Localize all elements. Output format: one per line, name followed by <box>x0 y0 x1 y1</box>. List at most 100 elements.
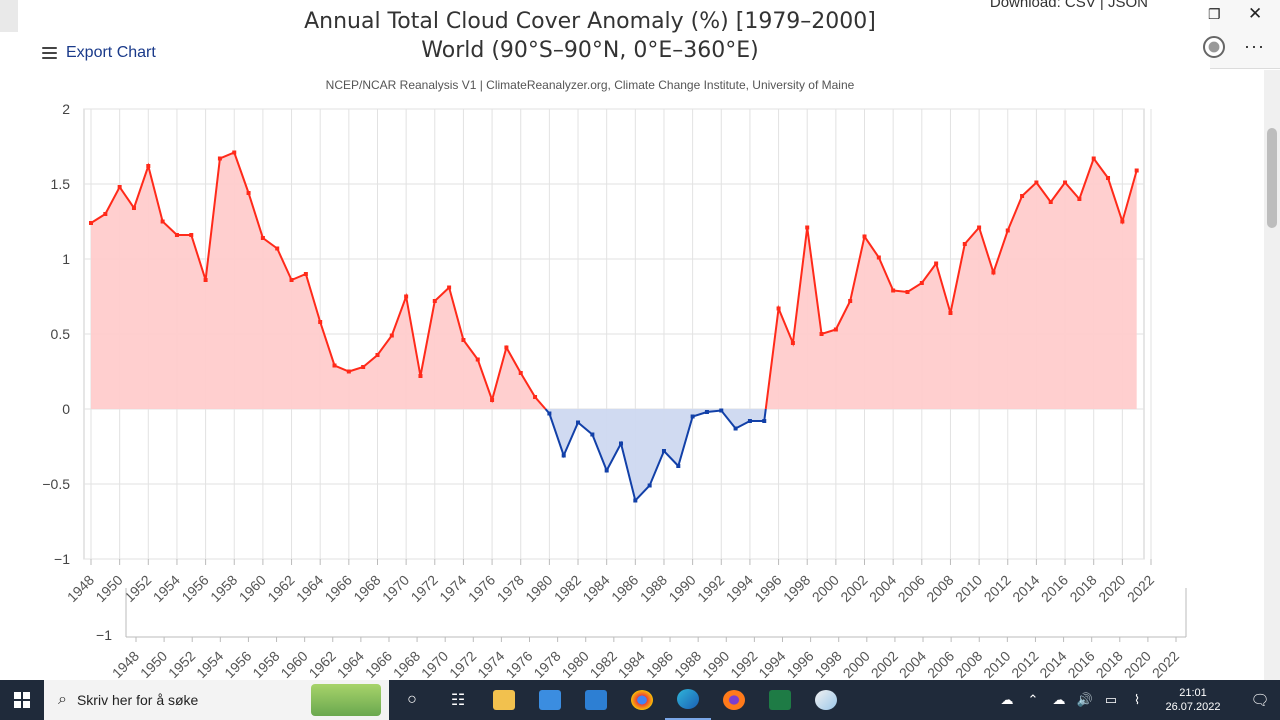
restore-icon[interactable]: ❐ <box>1208 6 1221 22</box>
more-menu-icon[interactable]: ··· <box>1244 36 1265 56</box>
lower-x-tick-label: 1976 <box>502 648 535 680</box>
x-tick-label: 1958 <box>207 572 240 605</box>
lower-x-tick-label: 2004 <box>896 648 929 680</box>
data-point <box>948 311 953 315</box>
data-point <box>131 206 136 210</box>
data-point <box>174 233 179 237</box>
data-point <box>475 357 480 362</box>
lower-x-tick-label: 1960 <box>277 648 310 680</box>
clock[interactable]: 21:01 26.07.2022 <box>1158 686 1228 714</box>
store-icon[interactable] <box>527 680 573 720</box>
data-point <box>762 419 767 423</box>
data-point <box>1020 194 1025 198</box>
data-point <box>1077 197 1082 201</box>
firefox-icon[interactable] <box>711 680 757 720</box>
menu-icon <box>42 47 57 59</box>
lower-x-tick-label: 2020 <box>1121 648 1154 680</box>
lower-x-tick-label: 2014 <box>1036 648 1069 680</box>
data-point <box>217 156 222 161</box>
data-point <box>432 299 437 303</box>
x-tick-label: 1964 <box>293 572 326 605</box>
task-view-icon[interactable]: ○ <box>407 691 417 708</box>
lower-x-tick-label: 1958 <box>249 648 282 680</box>
data-point <box>919 281 924 285</box>
chart-subtitle: NCEP/NCAR Reanalysis V1 | ClimateReanaly… <box>325 78 855 92</box>
x-tick-label: 2012 <box>981 572 1014 605</box>
paint-icon[interactable] <box>803 680 849 720</box>
weather-icon[interactable]: ☁ <box>1000 692 1014 707</box>
lower-x-tick-label: 2010 <box>980 648 1013 680</box>
battery-icon[interactable]: ▭ <box>1104 692 1118 707</box>
widgets-icon[interactable]: ☷ <box>450 692 466 709</box>
x-tick-label: 1988 <box>637 572 670 605</box>
data-point <box>848 299 853 303</box>
mail-icon[interactable] <box>573 680 619 720</box>
data-point <box>533 395 538 399</box>
taskbar-search[interactable]: ⌕ Skriv her for å søke <box>44 680 389 720</box>
data-point <box>246 191 251 195</box>
data-point <box>1063 180 1068 185</box>
x-tick-label: 1968 <box>350 572 383 605</box>
data-point <box>590 432 595 437</box>
profile-icon[interactable] <box>1203 36 1225 58</box>
data-point <box>776 306 781 311</box>
lower-x-tick-label: 1998 <box>811 648 844 680</box>
x-tick-label: 2008 <box>923 572 956 605</box>
data-point <box>1005 228 1010 233</box>
lower-x-tick-label: 1964 <box>334 648 367 680</box>
data-point <box>576 420 581 425</box>
notification-icon[interactable]: 🗨 <box>1250 692 1270 709</box>
x-tick-label: 1966 <box>322 572 355 605</box>
data-point <box>490 398 495 402</box>
negative-area <box>545 409 766 501</box>
data-point <box>704 410 709 414</box>
chrome-icon[interactable] <box>619 680 665 720</box>
excel-icon[interactable] <box>757 680 803 720</box>
chevron-up-icon[interactable]: ⌃ <box>1027 692 1039 707</box>
export-chart-button[interactable]: Export Chart <box>42 42 156 64</box>
close-icon[interactable]: ✕ <box>1248 4 1263 23</box>
data-point <box>1106 176 1111 180</box>
x-tick-label: 1976 <box>465 572 498 605</box>
lower-x-tick-label: 2008 <box>952 648 985 680</box>
lower-x-tick-label: 1974 <box>474 648 507 680</box>
scrollbar-thumb[interactable] <box>1267 128 1277 228</box>
x-tick-label: 1978 <box>494 572 527 605</box>
data-point <box>819 332 824 336</box>
file-explorer-icon[interactable] <box>481 680 527 720</box>
data-point <box>1134 168 1139 173</box>
lower-x-tick-label: 1966 <box>362 648 395 680</box>
volume-icon[interactable]: 🔊 <box>1076 692 1094 707</box>
data-point <box>189 233 194 237</box>
data-point <box>1048 200 1053 204</box>
data-point <box>934 261 939 266</box>
x-tick-label: 2004 <box>866 572 899 605</box>
download-links[interactable]: Download: CSV | JSON <box>989 0 1148 11</box>
data-point <box>361 365 366 369</box>
lower-x-tick-label: 1986 <box>643 648 676 680</box>
lower-x-tick-label: 2018 <box>1093 648 1126 680</box>
data-point <box>89 221 93 225</box>
network-icon[interactable]: ☁ <box>1052 692 1066 707</box>
data-point <box>275 246 280 251</box>
y-tick-label: −0.5 <box>42 476 70 492</box>
search-highlight-image <box>311 684 381 716</box>
wifi-icon[interactable]: ⌇ <box>1133 692 1141 707</box>
data-point <box>303 272 308 276</box>
lower-x-tick-label: 2012 <box>1008 648 1041 680</box>
lower-x-tick-label: 2016 <box>1064 648 1097 680</box>
data-point <box>619 441 623 446</box>
data-point <box>146 164 151 168</box>
x-tick-label: 1960 <box>236 572 269 605</box>
start-button[interactable] <box>0 680 44 720</box>
edge-icon[interactable] <box>665 680 711 720</box>
lower-x-tick-label: 1972 <box>446 648 479 680</box>
data-point <box>905 290 910 294</box>
x-tick-label: 1972 <box>408 572 441 605</box>
x-tick-label: 2002 <box>837 572 870 605</box>
x-tick-label: 2016 <box>1038 572 1071 605</box>
lower-x-tick-label: 1948 <box>109 648 142 680</box>
data-point <box>203 278 208 282</box>
data-point <box>117 185 122 189</box>
lower-x-tick-label: 1980 <box>559 648 592 680</box>
